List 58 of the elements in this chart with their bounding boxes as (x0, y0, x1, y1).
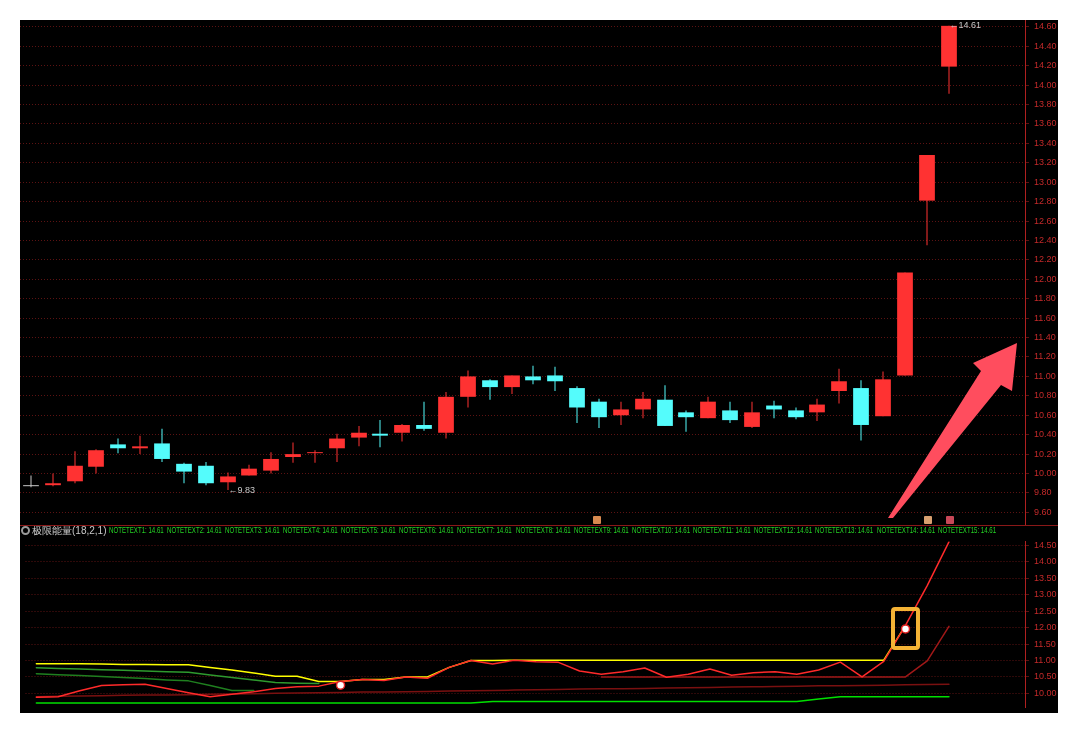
chart-title: 极限能量(18,2,1) (32, 525, 107, 536)
text: NOTETEXT15: 14.61 (938, 525, 997, 536)
y-tick-label: 11.00 (1034, 654, 1056, 665)
y-tick-label: 10.00 (1034, 468, 1057, 479)
text: NOTETEXT11: 14.61 (693, 525, 751, 536)
y-tick-label: 12.20 (1034, 254, 1057, 265)
text: NOTETEXT2: 14.61 (167, 525, 222, 536)
y-tick-label: 10.60 (1034, 409, 1057, 420)
y-tick-label: 12.00 (1034, 273, 1057, 284)
y-tick-label: 12.50 (1034, 605, 1057, 616)
text: NOTETEXT4: 14.61 (283, 525, 338, 536)
text: NOTETEXT7: 14.61 (457, 525, 513, 536)
y-tick-label: 12.00 (1034, 622, 1057, 633)
text: NOTETEXT10: 14.61 (631, 525, 690, 536)
y-tick-label: 11.80 (1034, 293, 1056, 304)
text: NOTETEXT12: 14.61 (754, 525, 813, 536)
text: NOTETEXT5: 14.61 (341, 525, 397, 536)
annotation: ←14.61 (949, 20, 982, 31)
y-tick-label: 13.60 (1034, 118, 1057, 129)
y-tick-label: 14.40 (1034, 40, 1057, 51)
y-tick-label: 10.00 (1034, 687, 1057, 698)
y-tick-label: 12.40 (1034, 234, 1057, 245)
y-tick-label: 12.60 (1034, 215, 1057, 226)
candlestick (23, 475, 39, 488)
text: NOTETEXT1: 14.61 (109, 525, 164, 536)
y-tick-label: 14.00 (1034, 79, 1057, 90)
y-tick-label: 11.00 (1034, 370, 1056, 381)
y-tick-label: 10.20 (1034, 448, 1057, 459)
text: NOTETEXT9: 14.61 (573, 525, 629, 536)
y-tick-label: 11.60 (1034, 312, 1056, 323)
y-tick-label: 12.80 (1034, 196, 1057, 207)
y-tick-label: 11.20 (1034, 351, 1056, 362)
y-tick-label: 13.00 (1034, 589, 1057, 600)
text: NOTETEXT3: 14.61 (225, 525, 280, 536)
y-tick-label: 9.80 (1034, 487, 1052, 498)
text: NOTETEXT8: 14.61 (515, 525, 571, 536)
y-tick-label: 13.80 (1034, 98, 1057, 109)
text: NOTETEXT13: 14.61 (815, 525, 874, 536)
y-tick-label: 11.40 (1034, 332, 1056, 343)
candlestick (285, 442, 301, 463)
text: NOTETEXT14: 14.61 (876, 525, 936, 536)
y-tick-label: 13.20 (1034, 157, 1057, 168)
y-tick-label: 14.00 (1034, 556, 1057, 567)
y-tick-label: 9.60 (1034, 506, 1052, 517)
y-tick-label: 14.50 (1034, 539, 1057, 550)
annotation: ←9.83 (228, 484, 256, 495)
y-tick-label: 10.80 (1034, 390, 1057, 401)
y-tick-label: 11.50 (1034, 638, 1056, 649)
y-tick-label: 14.20 (1034, 60, 1057, 71)
y-tick-label: 10.40 (1034, 429, 1057, 440)
candlestick (372, 420, 388, 448)
y-tick-label: 10.50 (1034, 671, 1057, 682)
candlestick (307, 450, 323, 463)
y-tick-label: 14.60 (1034, 21, 1057, 32)
y-tick-label: 13.50 (1034, 572, 1057, 583)
y-tick-label: 13.00 (1034, 176, 1057, 187)
text: NOTETEXT6: 14.61 (399, 525, 455, 536)
y-tick-label: 13.40 (1034, 137, 1057, 148)
